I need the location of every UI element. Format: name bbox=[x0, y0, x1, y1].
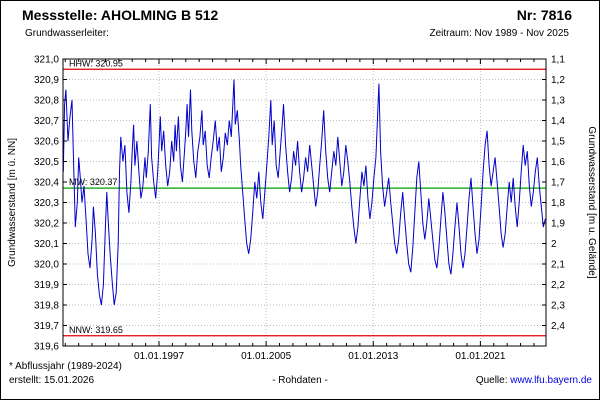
x-tick-label: 01.01.2013 bbox=[348, 351, 398, 362]
station-title: Messstelle: AHOLMING B 512 bbox=[22, 7, 219, 23]
reference-line-label-hhw: HHW: 320.95 bbox=[69, 58, 123, 68]
y-tick-label-left: 320,8 bbox=[34, 96, 59, 107]
reference-line-label-nnw: NNW: 319.65 bbox=[69, 325, 123, 335]
reference-line-label-mw: MW: 320.37 bbox=[69, 177, 117, 187]
y-tick-label-right: 1,2 bbox=[551, 75, 565, 86]
y-axis-title-left: Grundwasserstand [m ü. NN] bbox=[7, 138, 18, 267]
groundwater-series-line bbox=[62, 79, 546, 306]
y-tick-label-left: 320,0 bbox=[34, 260, 59, 271]
y-tick-label-left: 319,6 bbox=[34, 342, 59, 353]
y-axis-title-right: Grundwasserstand [m u. Gelände] bbox=[586, 126, 597, 279]
x-tick-label: 01.01.2021 bbox=[455, 351, 505, 362]
y-tick-label-right: 2,3 bbox=[551, 301, 565, 312]
y-tick-label-left: 320,1 bbox=[34, 239, 59, 250]
y-tick-label-left: 319,7 bbox=[34, 321, 59, 332]
footnote-abflussjahr: * Abflussjahr (1989-2024) bbox=[9, 361, 122, 372]
y-tick-label-right: 1,9 bbox=[551, 219, 565, 230]
y-tick-label-right: 1,7 bbox=[551, 178, 565, 189]
y-tick-label-right: 1,8 bbox=[551, 198, 565, 209]
y-tick-label-left: 320,6 bbox=[34, 137, 59, 148]
y-tick-label-left: 320,4 bbox=[34, 178, 59, 189]
y-tick-label-right: 2,2 bbox=[551, 280, 565, 291]
y-tick-label-left: 320,9 bbox=[34, 75, 59, 86]
y-tick-label-right: 2 bbox=[551, 239, 557, 250]
period-label: Zeitraum: Nov 1989 - Nov 2025 bbox=[429, 28, 569, 39]
y-tick-label-left: 320,5 bbox=[34, 157, 59, 168]
y-tick-label-left: 320,2 bbox=[34, 219, 59, 230]
y-tick-label-left: 319,9 bbox=[34, 280, 59, 291]
y-tick-label-left: 320,7 bbox=[34, 116, 59, 127]
subheader-row: Grundwasserleiter: Zeitraum: Nov 1989 - … bbox=[25, 28, 569, 39]
y-tick-label-right: 2,1 bbox=[551, 260, 565, 271]
source-label: Quelle: bbox=[475, 375, 511, 386]
station-number: Nr: 7816 bbox=[516, 7, 572, 23]
created-date: erstellt: 15.01.2026 bbox=[9, 375, 95, 386]
y-tick-label-right: 1,6 bbox=[551, 157, 565, 168]
rohdaten-label: - Rohdaten - bbox=[272, 375, 328, 386]
aquifer-label: Grundwasserleiter: bbox=[25, 28, 109, 39]
y-tick-label-left: 321,0 bbox=[34, 55, 59, 66]
header-row: Messstelle: AHOLMING B 512 Nr: 7816 bbox=[22, 7, 572, 23]
x-tick-label: 01.01.2005 bbox=[241, 351, 291, 362]
y-tick-label-left: 319,8 bbox=[34, 301, 59, 312]
y-tick-label-left: 320,3 bbox=[34, 198, 59, 209]
y-tick-label-right: 1,4 bbox=[551, 116, 565, 127]
y-tick-label-right: 1,5 bbox=[551, 137, 565, 148]
source-line: Quelle: www.lfu.bayern.de bbox=[476, 375, 592, 386]
y-tick-label-right: 1,1 bbox=[551, 55, 565, 66]
y-tick-label-right: 1,3 bbox=[551, 96, 565, 107]
x-tick-label: 01.01.1997 bbox=[134, 351, 184, 362]
source-link[interactable]: www.lfu.bayern.de bbox=[510, 375, 592, 386]
y-tick-label-right: 2,4 bbox=[551, 321, 565, 332]
